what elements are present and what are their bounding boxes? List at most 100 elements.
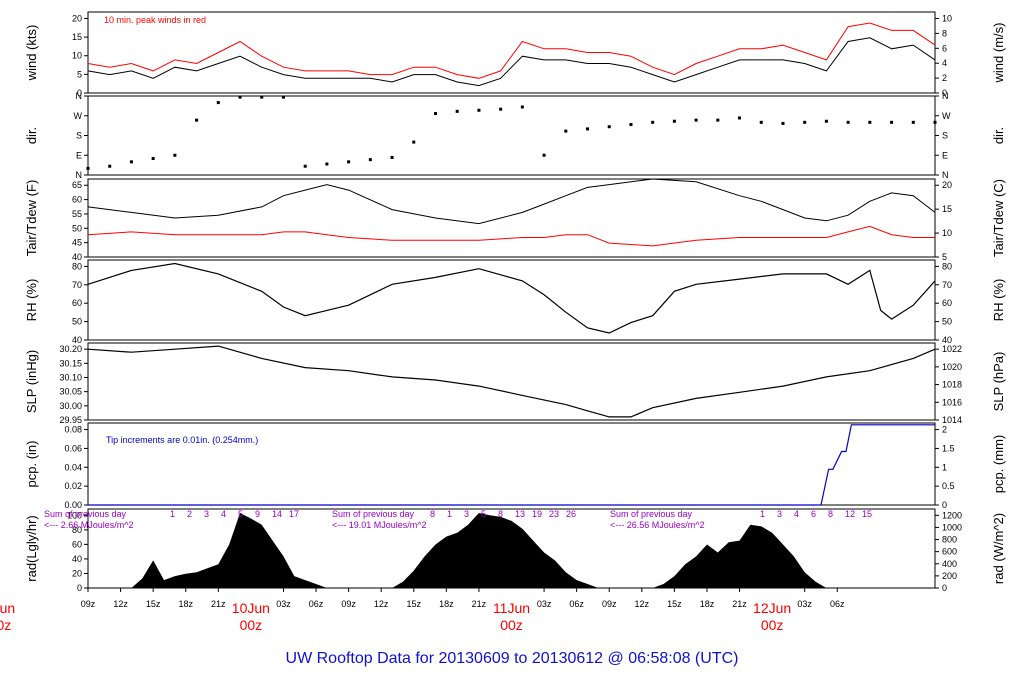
- y-tick-label: N: [942, 170, 949, 180]
- y-tick-label: 30.00: [59, 401, 82, 411]
- series-line: [88, 424, 935, 506]
- dir-point: [281, 95, 285, 99]
- dir-point: [629, 123, 633, 127]
- y-axis-label-right: RH (%): [991, 279, 1006, 322]
- x-tick-label: 12z: [374, 599, 389, 609]
- y-tick-label: E: [76, 150, 82, 160]
- rad-hour-label: 8: [498, 509, 503, 519]
- y-tick-label: 4: [942, 58, 947, 68]
- y-axis-label-right: pcp. (mm): [991, 435, 1006, 494]
- y-tick-label: 0: [942, 583, 947, 593]
- x-tick-label: 03z: [276, 599, 291, 609]
- dir-point: [455, 109, 459, 113]
- rad-hour-label: 19: [532, 509, 542, 519]
- rad-hour-label: 5: [238, 509, 243, 519]
- panel-tairtdew: [84, 178, 939, 258]
- rad-hour-label: 12: [845, 509, 855, 519]
- series-line: [87, 262, 936, 334]
- y-tick-label: 70: [72, 280, 82, 290]
- x-day-label: 11Jun: [493, 600, 530, 616]
- y-tick-label: 30.15: [59, 358, 82, 368]
- rad-hour-label: 1: [447, 509, 452, 519]
- y-tick-label: N: [76, 170, 83, 180]
- x-day-label: 12Jun: [753, 600, 791, 616]
- y-tick-label: 1022: [942, 344, 962, 354]
- dir-point: [412, 140, 416, 144]
- y-tick-label: 1020: [942, 362, 962, 372]
- y-axis-label-left: SLP (inHg): [24, 350, 39, 413]
- y-tick-label: 20: [72, 13, 82, 23]
- y-tick-label: 15: [72, 32, 82, 42]
- rad-hour-label: 3: [777, 509, 782, 519]
- panel-rh: [84, 259, 939, 341]
- x-tick-label: 06z: [830, 599, 845, 609]
- rad-hour-label: 8: [430, 509, 435, 519]
- y-tick-label: E: [942, 150, 948, 160]
- rad-hour-label: 1: [170, 509, 175, 519]
- rad-hour-label: 3: [204, 509, 209, 519]
- dir-point: [716, 118, 720, 122]
- y-tick-label: 1.5: [942, 443, 955, 453]
- dir-point: [433, 112, 437, 116]
- y-tick-label: 65: [72, 180, 82, 190]
- y-tick-label: N: [942, 91, 949, 101]
- y-tick-label: 60: [72, 539, 82, 549]
- y-axis-label-left: pcp. (in): [24, 441, 39, 488]
- dir-point: [781, 121, 785, 125]
- dir-point: [672, 119, 676, 123]
- x-tick-label: 21z: [472, 599, 487, 609]
- y-tick-label: 40: [72, 335, 82, 345]
- rad-sum-value: <--- 2.66 MJoules/m^2: [44, 520, 134, 530]
- rad-hour-label: 3: [464, 509, 469, 519]
- y-tick-label: 40: [942, 335, 952, 345]
- y-tick-label: 55: [72, 209, 82, 219]
- y-axis-label-left: RH (%): [24, 279, 39, 322]
- dir-point: [173, 153, 177, 157]
- series-line: [87, 345, 936, 418]
- y-tick-label: 15: [942, 204, 952, 214]
- rad-hour-label: 9: [255, 509, 260, 519]
- y-tick-label: 1016: [942, 397, 962, 407]
- x-day-time-partial: 00z: [0, 617, 11, 633]
- dir-point: [108, 164, 112, 168]
- y-tick-label: 2: [942, 73, 947, 83]
- y-axis-label-left: dir.: [24, 127, 39, 144]
- x-tick-label: 12z: [635, 599, 650, 609]
- panel-frame: [87, 259, 936, 341]
- dir-point: [86, 166, 90, 170]
- rad-hour-label: 8: [828, 509, 833, 519]
- x-tick-label: 21z: [211, 599, 226, 609]
- x-day-time: 00z: [500, 617, 523, 633]
- panel-wind: [84, 11, 939, 94]
- y-axis-label-left: rad(Lgly/hr): [24, 515, 39, 581]
- dir-point: [477, 108, 481, 112]
- y-axis-label-left: Tair/Tdew (F): [24, 180, 39, 257]
- y-tick-label: 0.06: [64, 443, 82, 453]
- y-tick-label: 50: [72, 223, 82, 233]
- x-tick-label: 03z: [797, 599, 812, 609]
- rad-hour-label: 4: [221, 509, 226, 519]
- y-tick-label: N: [76, 91, 83, 101]
- dir-point: [238, 95, 242, 99]
- y-tick-label: 1: [942, 462, 947, 472]
- y-tick-label: 70: [942, 280, 952, 290]
- y-tick-label: 0: [77, 88, 82, 98]
- y-tick-label: 50: [942, 317, 952, 327]
- rad-sum-value: <--- 19.01 MJoules/m^2: [332, 520, 427, 530]
- dir-point: [890, 120, 894, 124]
- rad-hour-label: 1: [760, 509, 765, 519]
- x-day-time: 00z: [240, 617, 263, 633]
- rad-sum-label: Sum of previous day: [332, 509, 415, 519]
- panel-annotation: Tip increments are 0.01in. (0.254mm.): [106, 435, 258, 445]
- series-line-0: [87, 37, 936, 87]
- x-tick-label: 15z: [667, 599, 682, 609]
- y-axis-label-right: dir.: [991, 127, 1006, 144]
- x-tick-label: 15z: [146, 599, 161, 609]
- y-tick-label: 0.5: [942, 481, 955, 491]
- dir-point: [824, 119, 828, 123]
- y-tick-label: 10: [72, 51, 82, 61]
- dir-point: [325, 162, 329, 166]
- y-tick-label: 0: [942, 88, 947, 98]
- chart-footer-title: UW Rooftop Data for 20130609 to 20130612…: [285, 650, 739, 667]
- x-day-label-partial: 9Jun: [0, 600, 15, 616]
